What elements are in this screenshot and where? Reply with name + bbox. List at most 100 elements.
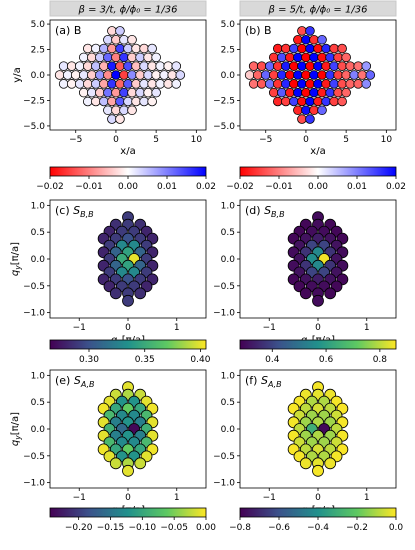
data-point xyxy=(167,70,178,80)
data-point xyxy=(111,52,121,63)
data-point xyxy=(333,87,343,98)
data-point xyxy=(305,43,315,54)
colorbar-gradient xyxy=(239,166,397,177)
data-point xyxy=(317,70,327,80)
data-point xyxy=(111,34,121,45)
data-point xyxy=(313,96,323,107)
data-point xyxy=(107,61,117,71)
data-point xyxy=(305,114,315,124)
data-point xyxy=(317,34,327,45)
data-point xyxy=(78,87,89,98)
column-header-right: β = 5/t, ϕ/ϕ₀ = 1/36 xyxy=(268,5,368,16)
data-point xyxy=(91,79,101,89)
data-point xyxy=(329,43,339,54)
y-tick-label: −5.0 xyxy=(23,122,45,132)
y-tick-label: 0.5 xyxy=(31,228,45,238)
data-point xyxy=(337,79,347,89)
colorbar-tick-label: −0.02 xyxy=(226,182,254,192)
data-point xyxy=(353,61,364,71)
data-point xyxy=(123,96,133,107)
data-point xyxy=(143,70,153,80)
data-point xyxy=(87,87,97,98)
data-point xyxy=(312,294,324,307)
data-point xyxy=(272,96,283,107)
data-point xyxy=(119,87,129,98)
panel-d: −101−1.0−0.50.00.51.0(d) SB,Bqx[π/a] xyxy=(213,199,397,348)
panel-label: (a) B xyxy=(55,24,81,37)
colorbar-a: −0.02 −0.01 0.00 0.01 0.02 xyxy=(36,166,216,192)
data-point xyxy=(103,70,113,80)
x-tick-label: −1 xyxy=(263,323,276,333)
colorbar-tick-label: 0.00 xyxy=(308,182,328,192)
data-point xyxy=(285,52,295,63)
data-point xyxy=(139,43,149,54)
data-point xyxy=(268,70,279,80)
data-point xyxy=(309,52,319,63)
y-tick-label: −5.0 xyxy=(213,122,235,132)
data-point xyxy=(139,61,149,71)
x-tick-label: 1 xyxy=(174,493,180,503)
data-point xyxy=(317,87,327,98)
data-point xyxy=(119,34,129,45)
data-point xyxy=(325,87,335,98)
data-point xyxy=(103,87,113,98)
data-point xyxy=(281,96,291,107)
panel-c: −101−1.0−0.50.00.51.0(c) SB,Bqx[π/a]qy[π… xyxy=(10,199,207,348)
data-point xyxy=(74,61,85,71)
data-point xyxy=(365,70,376,80)
data-point xyxy=(109,457,122,470)
colorbar-gradient xyxy=(239,339,397,350)
x-tick-label: −5 xyxy=(259,135,272,145)
data-point xyxy=(115,114,125,124)
data-point xyxy=(127,34,137,45)
data-point xyxy=(297,114,307,124)
data-point xyxy=(285,87,295,98)
data-point xyxy=(131,79,141,89)
y-tick-label: −1.0 xyxy=(213,309,235,319)
colorbar-tick-label: 0.30 xyxy=(79,355,99,365)
data-point xyxy=(285,70,295,80)
x-tick-label: −1 xyxy=(73,323,86,333)
colorbar-tick-label: 0.02 xyxy=(196,182,216,192)
colorbar-tick-label: −0.2 xyxy=(346,523,368,533)
data-point xyxy=(66,79,77,89)
colorbar-gradient xyxy=(49,507,207,518)
data-point xyxy=(163,61,174,71)
data-point xyxy=(82,79,93,89)
x-tick-label: 0 xyxy=(315,493,321,503)
y-tick-label: 2.5 xyxy=(221,46,235,56)
data-point xyxy=(317,52,327,63)
colorbar-tick-label: 0.40 xyxy=(190,355,210,365)
data-point xyxy=(289,43,299,54)
x-tick-label: 5 xyxy=(343,135,349,145)
data-point xyxy=(256,61,267,71)
data-point xyxy=(277,70,287,80)
colorbar-tick-label: −0.8 xyxy=(229,523,251,533)
data-point xyxy=(135,87,145,98)
y-tick-label: 1.0 xyxy=(31,371,46,381)
y-tick-label: 5.0 xyxy=(31,20,46,30)
colorbar-tick-label: 0.8 xyxy=(373,355,388,365)
data-point xyxy=(107,26,117,36)
x-tick-label: −1 xyxy=(263,493,276,503)
y-tick-label: −1.0 xyxy=(23,479,45,489)
x-axis-label: x/a xyxy=(310,146,325,157)
data-point xyxy=(171,79,182,89)
y-tick-label: 0.0 xyxy=(221,71,236,81)
data-point xyxy=(301,70,311,80)
y-axis-label: y/a xyxy=(12,67,23,82)
data-point xyxy=(115,43,125,54)
data-point xyxy=(87,70,97,80)
y-tick-label: 0.0 xyxy=(31,255,46,265)
y-tick-label: 0.0 xyxy=(31,71,46,81)
y-tick-label: 2.5 xyxy=(31,46,45,56)
data-point xyxy=(329,79,339,89)
data-point xyxy=(297,43,307,54)
data-point xyxy=(107,79,117,89)
data-point xyxy=(103,105,113,116)
x-tick-label: −5 xyxy=(69,135,82,145)
panel-f: −101−1.0−0.50.00.51.0(f) SA,Bqx[π/a] xyxy=(213,369,397,518)
colorbar-tick-label: 0.01 xyxy=(157,182,177,192)
data-point xyxy=(163,79,174,89)
